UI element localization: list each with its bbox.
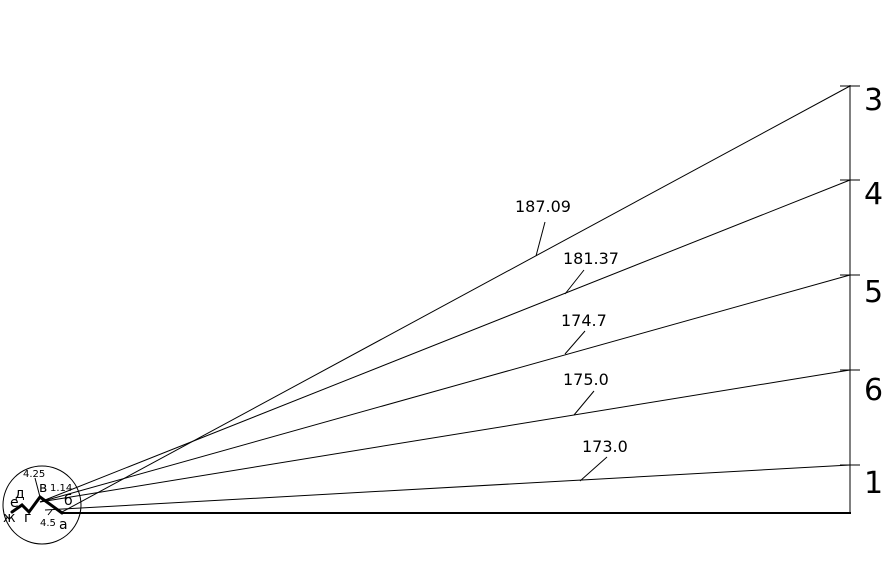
point-label-e: е xyxy=(10,495,19,511)
ray-value-1: 173.0 xyxy=(582,437,628,456)
leader-4-5 xyxy=(47,509,53,516)
leader-ray-1 xyxy=(579,456,608,482)
measure-1-14: 1.14 xyxy=(50,483,72,494)
ray-6 xyxy=(39,369,851,503)
point-label-v: в xyxy=(39,480,47,496)
point-label-g: г xyxy=(24,510,31,526)
ray-5 xyxy=(39,274,851,503)
leader-ray-6 xyxy=(573,390,595,416)
measure-4-25: 4.25 xyxy=(23,469,45,480)
leader-ray-3 xyxy=(535,221,546,257)
ray-number-5: 5 xyxy=(864,275,883,310)
ray-value-3: 187.09 xyxy=(515,197,571,216)
ray-3 xyxy=(61,85,851,513)
ray-number-6: 6 xyxy=(864,373,883,408)
ray-1 xyxy=(44,464,851,511)
traverse-polyline xyxy=(10,494,64,515)
ray-number-1: 1 xyxy=(864,466,883,501)
point-label-a: а xyxy=(59,517,68,533)
ray-value-4: 181.37 xyxy=(563,249,619,268)
measure-4-5: 4.5 xyxy=(40,518,56,529)
ray-value-6: 175.0 xyxy=(563,370,609,389)
station-circle xyxy=(2,465,82,545)
leader-4-25 xyxy=(34,477,41,498)
ray-value-5: 174.7 xyxy=(561,311,607,330)
point-label-zh: ж xyxy=(3,510,16,526)
point-label-b: б xyxy=(64,493,73,509)
point-label-d: д xyxy=(15,486,25,502)
ray-number-3: 3 xyxy=(864,83,883,118)
leader-ray-5 xyxy=(564,330,586,355)
leader-ray-4 xyxy=(564,269,585,295)
ray-number-4: 4 xyxy=(864,177,883,212)
ray-4 xyxy=(39,179,851,503)
